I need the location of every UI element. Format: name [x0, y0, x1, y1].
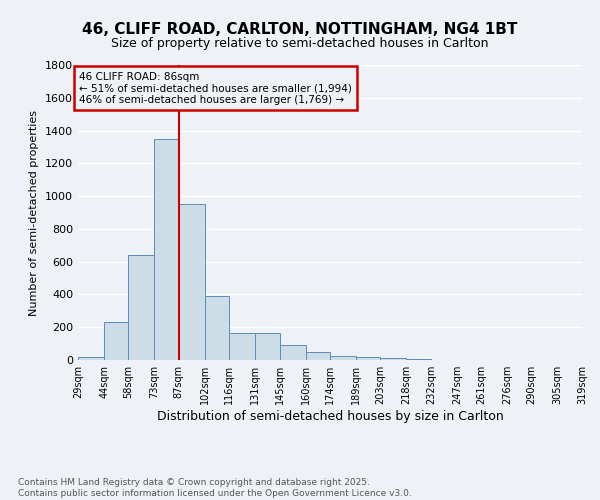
Text: 46 CLIFF ROAD: 86sqm
← 51% of semi-detached houses are smaller (1,994)
46% of se: 46 CLIFF ROAD: 86sqm ← 51% of semi-detac… [79, 72, 352, 105]
Bar [128, 255, 154, 360]
Y-axis label: Number of semi-detached properties: Number of semi-detached properties [29, 110, 40, 316]
Bar [104, 322, 128, 360]
Bar [330, 356, 356, 360]
Bar [406, 359, 431, 360]
Bar [280, 345, 305, 360]
Bar [255, 333, 280, 360]
X-axis label: Distribution of semi-detached houses by size in Carlton: Distribution of semi-detached houses by … [157, 410, 503, 423]
Bar [179, 204, 205, 360]
Bar [380, 358, 406, 360]
Text: Size of property relative to semi-detached houses in Carlton: Size of property relative to semi-detach… [111, 38, 489, 51]
Bar [356, 356, 380, 360]
Bar [229, 333, 255, 360]
Bar [205, 296, 229, 360]
Bar [305, 352, 330, 360]
Bar [154, 138, 179, 360]
Text: Contains HM Land Registry data © Crown copyright and database right 2025.
Contai: Contains HM Land Registry data © Crown c… [18, 478, 412, 498]
Bar [78, 356, 104, 360]
Text: 46, CLIFF ROAD, CARLTON, NOTTINGHAM, NG4 1BT: 46, CLIFF ROAD, CARLTON, NOTTINGHAM, NG4… [82, 22, 518, 38]
